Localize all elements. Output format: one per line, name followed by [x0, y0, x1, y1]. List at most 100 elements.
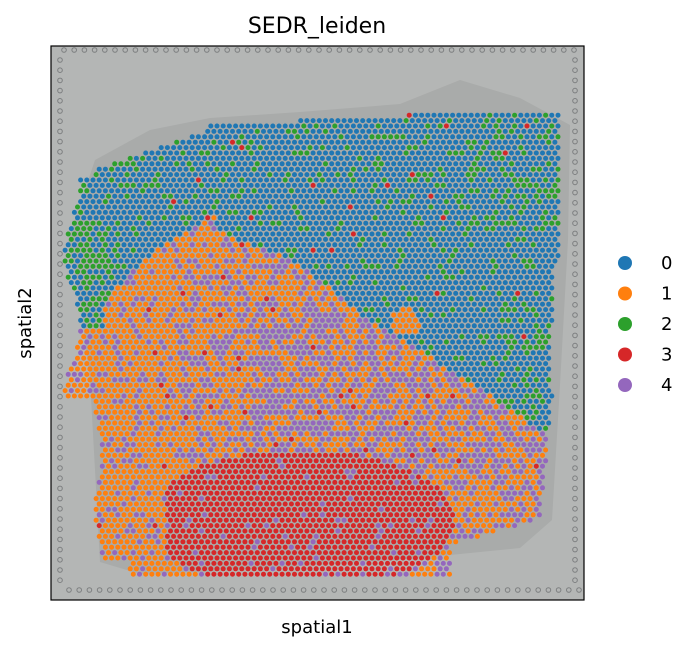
- spot-cluster-0: [527, 290, 533, 296]
- fiducial-spot: [57, 312, 63, 318]
- spot-cluster-4: [118, 377, 124, 383]
- spot-cluster-2: [481, 123, 487, 129]
- spot-cluster-0: [133, 242, 139, 248]
- spot-cluster-0: [102, 285, 108, 291]
- spot-cluster-0: [161, 236, 167, 242]
- spot-cluster-0: [186, 182, 192, 188]
- spot-cluster-0: [341, 172, 347, 178]
- spot-cluster-0: [270, 209, 276, 215]
- spot-cluster-0: [499, 231, 505, 237]
- spot-cluster-0: [276, 134, 282, 140]
- spot-cluster-1: [267, 258, 273, 264]
- spot-cluster-1: [282, 404, 288, 410]
- spot-cluster-0: [512, 231, 518, 237]
- spot-cluster-0: [552, 247, 558, 253]
- spot-cluster-0: [450, 328, 456, 334]
- spot-cluster-1: [121, 371, 127, 377]
- fiducial-spot: [57, 475, 63, 482]
- spot-cluster-2: [112, 247, 118, 253]
- spot-cluster-0: [509, 226, 514, 232]
- spot-cluster-4: [214, 263, 220, 269]
- spot-cluster-1: [205, 226, 211, 232]
- spot-cluster-2: [530, 404, 536, 410]
- spot-cluster-3: [354, 452, 359, 458]
- spot-cluster-4: [443, 371, 449, 377]
- spot-cluster-1: [81, 366, 87, 372]
- spot-cluster-0: [149, 247, 155, 253]
- spot-cluster-1: [239, 371, 245, 377]
- spot-cluster-0: [536, 317, 542, 323]
- spot-cluster-1: [220, 415, 226, 421]
- spot-cluster-2: [468, 220, 474, 226]
- spot-cluster-0: [192, 204, 198, 210]
- spot-cluster-0: [524, 296, 530, 302]
- spot-cluster-4: [257, 263, 263, 269]
- spot-cluster-4: [419, 371, 425, 377]
- spot-cluster-0: [412, 123, 418, 129]
- spot-cluster-0: [217, 128, 223, 134]
- spot-cluster-1: [406, 393, 412, 399]
- spot-cluster-4: [211, 409, 217, 415]
- spot-cluster-4: [93, 388, 99, 394]
- spot-cluster-0: [127, 220, 133, 226]
- spot-cluster-4: [335, 366, 341, 372]
- spot-cluster-0: [515, 269, 521, 275]
- spot-cluster-0: [242, 236, 248, 242]
- spot-cluster-2: [87, 226, 93, 232]
- spot-cluster-0: [391, 139, 397, 145]
- spot-cluster-0: [239, 199, 245, 205]
- spot-cluster-0: [496, 226, 502, 232]
- spot-cluster-0: [527, 398, 533, 404]
- spot-cluster-0: [543, 199, 549, 205]
- spot-cluster-0: [388, 263, 394, 269]
- spot-cluster-0: [518, 242, 524, 248]
- spot-cluster-4: [288, 350, 294, 356]
- spot-cluster-2: [99, 280, 105, 286]
- spot-cluster-0: [360, 139, 366, 145]
- spot-cluster-3: [208, 404, 214, 410]
- spot-cluster-4: [478, 442, 483, 448]
- spot-cluster-0: [307, 188, 313, 194]
- spot-cluster-0: [310, 118, 316, 124]
- spot-cluster-0: [223, 193, 229, 199]
- fiducial-spot: [57, 108, 63, 114]
- spot-cluster-1: [217, 258, 223, 264]
- spot-cluster-0: [515, 280, 521, 286]
- spot-cluster-0: [360, 172, 366, 178]
- spot-cluster-0: [471, 182, 477, 188]
- spot-cluster-1: [230, 442, 235, 448]
- spot-cluster-4: [195, 436, 201, 442]
- fiducial-spot: [57, 77, 63, 84]
- spot-cluster-2: [512, 307, 518, 313]
- spot-cluster-1: [233, 339, 239, 345]
- spot-cluster-0: [527, 236, 533, 242]
- spot-cluster-1: [118, 290, 124, 296]
- spot-cluster-0: [385, 290, 390, 296]
- spot-cluster-1: [127, 425, 133, 431]
- spot-cluster-0: [102, 209, 108, 215]
- spot-cluster-0: [465, 215, 471, 221]
- spot-cluster-2: [552, 182, 558, 188]
- spot-cluster-4: [326, 436, 332, 442]
- spot-cluster-1: [230, 236, 235, 242]
- spot-cluster-0: [543, 155, 549, 161]
- fiducial-spot: [572, 342, 578, 349]
- spot-cluster-2: [319, 177, 325, 183]
- spot-cluster-2: [99, 247, 105, 253]
- spot-cluster-4: [369, 361, 375, 367]
- spot-cluster-0: [546, 215, 552, 221]
- spot-cluster-2: [106, 226, 111, 232]
- spot-cluster-0: [285, 139, 291, 145]
- spot-cluster-1: [152, 317, 158, 323]
- spot-cluster-1: [146, 393, 152, 399]
- spot-cluster-1: [164, 382, 170, 388]
- spot-cluster-0: [273, 161, 279, 167]
- spot-cluster-0: [487, 166, 493, 172]
- spot-cluster-0: [81, 193, 87, 199]
- spot-cluster-1: [127, 296, 133, 302]
- spot-cluster-0: [360, 290, 366, 296]
- spot-cluster-1: [102, 458, 108, 464]
- spot-cluster-1: [338, 307, 344, 313]
- spot-cluster-0: [428, 215, 434, 221]
- spot-cluster-2: [465, 204, 471, 210]
